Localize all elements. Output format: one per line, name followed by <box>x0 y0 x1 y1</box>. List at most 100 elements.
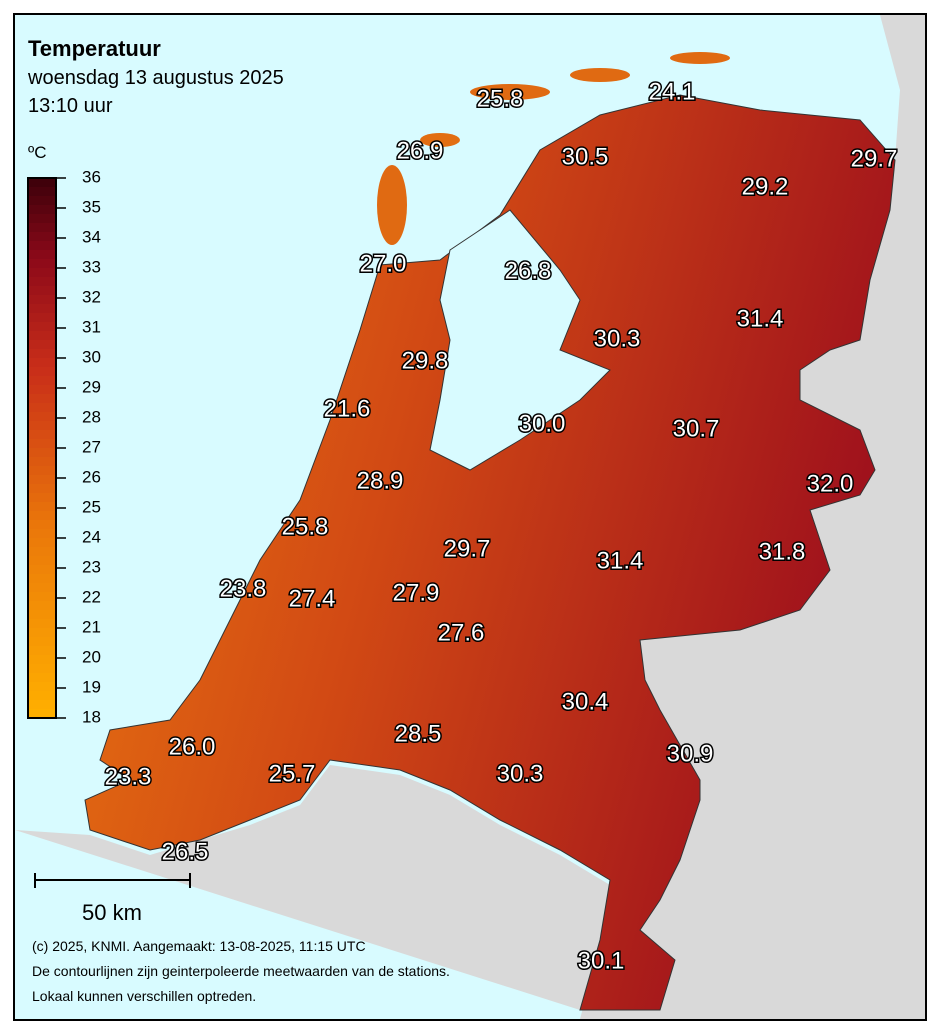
colorbar-label: 26 <box>82 467 101 486</box>
colorbar-label: 24 <box>82 527 101 546</box>
colorbar-step <box>28 304 56 314</box>
colorbar-step <box>28 268 56 278</box>
station-temperature: 31.4 <box>737 305 784 332</box>
station-temperature: 25.7 <box>269 760 316 787</box>
colorbar-label: 19 <box>82 677 101 696</box>
schiermonnikoog <box>670 52 730 64</box>
colorbar-step <box>28 340 56 350</box>
colorbar-step <box>28 286 56 296</box>
station-temperature: 26.9 <box>397 137 444 164</box>
colorbar-step <box>28 493 56 503</box>
time: 13:10 uur <box>28 95 113 117</box>
station-temperature: 29.2 <box>742 173 789 200</box>
station-temperature: 26.8 <box>505 257 552 284</box>
station-temperature: 30.5 <box>562 143 609 170</box>
station-temperature: 29.7 <box>444 535 491 562</box>
colorbar-label: 34 <box>82 227 101 246</box>
colorbar-step <box>28 259 56 269</box>
footer: Lokaal kunnen verschillen optreden. <box>32 988 256 1004</box>
colorbar-step <box>28 556 56 566</box>
station-temperature: 26.5 <box>162 838 209 865</box>
colorbar-step <box>28 709 56 719</box>
station-temperature: 30.7 <box>673 415 720 442</box>
colorbar-step <box>28 475 56 485</box>
colorbar-step <box>28 547 56 557</box>
unit: ºC <box>28 143 47 162</box>
colorbar-step <box>28 646 56 656</box>
colorbar-step <box>28 592 56 602</box>
colorbar-step <box>28 619 56 629</box>
colorbar-label: 30 <box>82 347 101 366</box>
colorbar-step <box>28 403 56 413</box>
colorbar-step <box>28 412 56 422</box>
colorbar-label: 29 <box>82 377 101 396</box>
colorbar-step <box>28 322 56 332</box>
colorbar-step <box>28 313 56 323</box>
colorbar-step <box>28 520 56 530</box>
colorbar-step <box>28 484 56 494</box>
colorbar-step <box>28 511 56 521</box>
colorbar-step <box>28 223 56 233</box>
station-temperature: 26.0 <box>169 733 216 760</box>
station-temperature: 30.4 <box>562 688 609 715</box>
colorbar-step <box>28 538 56 548</box>
colorbar-step <box>28 700 56 710</box>
ijsselmeer <box>429 209 611 471</box>
footer: (c) 2025, KNMI. Aangemaakt: 13-08-2025, … <box>32 938 366 954</box>
colorbar-step <box>28 466 56 476</box>
colorbar-label: 27 <box>82 437 101 456</box>
colorbar-step <box>28 295 56 305</box>
station-temperature: 31.8 <box>759 538 806 565</box>
colorbar-step <box>28 529 56 539</box>
station-temperature: 30.3 <box>497 760 544 787</box>
colorbar-label: 31 <box>82 317 101 336</box>
station-temperature: 27.0 <box>360 250 407 277</box>
station-temperature: 24.1 <box>649 78 696 105</box>
station-temperature: 29.7 <box>851 145 898 172</box>
colorbar-label: 35 <box>82 197 101 216</box>
colorbar-label: 20 <box>82 647 101 666</box>
colorbar-step <box>28 394 56 404</box>
ameland <box>570 68 630 82</box>
colorbar-step <box>28 574 56 584</box>
colorbar-label: 36 <box>82 167 101 186</box>
colorbar-step <box>28 205 56 215</box>
colorbar-step <box>28 457 56 467</box>
colorbar-step <box>28 448 56 458</box>
colorbar-step <box>28 277 56 287</box>
station-temperature: 27.6 <box>438 619 485 646</box>
title: Temperatuur <box>28 36 161 61</box>
colorbar-label: 25 <box>82 497 101 516</box>
colorbar-step <box>28 349 56 359</box>
colorbar-step <box>28 673 56 683</box>
colorbar-label: 23 <box>82 557 101 576</box>
colorbar-step <box>28 367 56 377</box>
colorbar-step <box>28 232 56 242</box>
station-temperature: 30.0 <box>519 410 566 437</box>
colorbar-step <box>28 628 56 638</box>
colorbar-step <box>28 385 56 395</box>
colorbar-step <box>28 430 56 440</box>
station-temperature: 28.9 <box>357 467 404 494</box>
colorbar-step <box>28 637 56 647</box>
colorbar-label: 32 <box>82 287 101 306</box>
colorbar-label: 18 <box>82 707 101 726</box>
colorbar-step <box>28 502 56 512</box>
station-temperature: 28.5 <box>395 720 442 747</box>
texel <box>377 165 407 245</box>
colorbar-step <box>28 250 56 260</box>
colorbar-step <box>28 196 56 206</box>
colorbar-step <box>28 610 56 620</box>
station-temperature: 32.0 <box>807 470 854 497</box>
colorbar-label: 33 <box>82 257 101 276</box>
station-temperature: 21.6 <box>324 395 371 422</box>
station-temperature: 25.8 <box>282 513 329 540</box>
colorbar-label: 22 <box>82 587 101 606</box>
colorbar-step <box>28 565 56 575</box>
colorbar-step <box>28 682 56 692</box>
colorbar-step <box>28 376 56 386</box>
colorbar-step <box>28 601 56 611</box>
colorbar-step <box>28 358 56 368</box>
station-temperature: 27.4 <box>289 585 336 612</box>
